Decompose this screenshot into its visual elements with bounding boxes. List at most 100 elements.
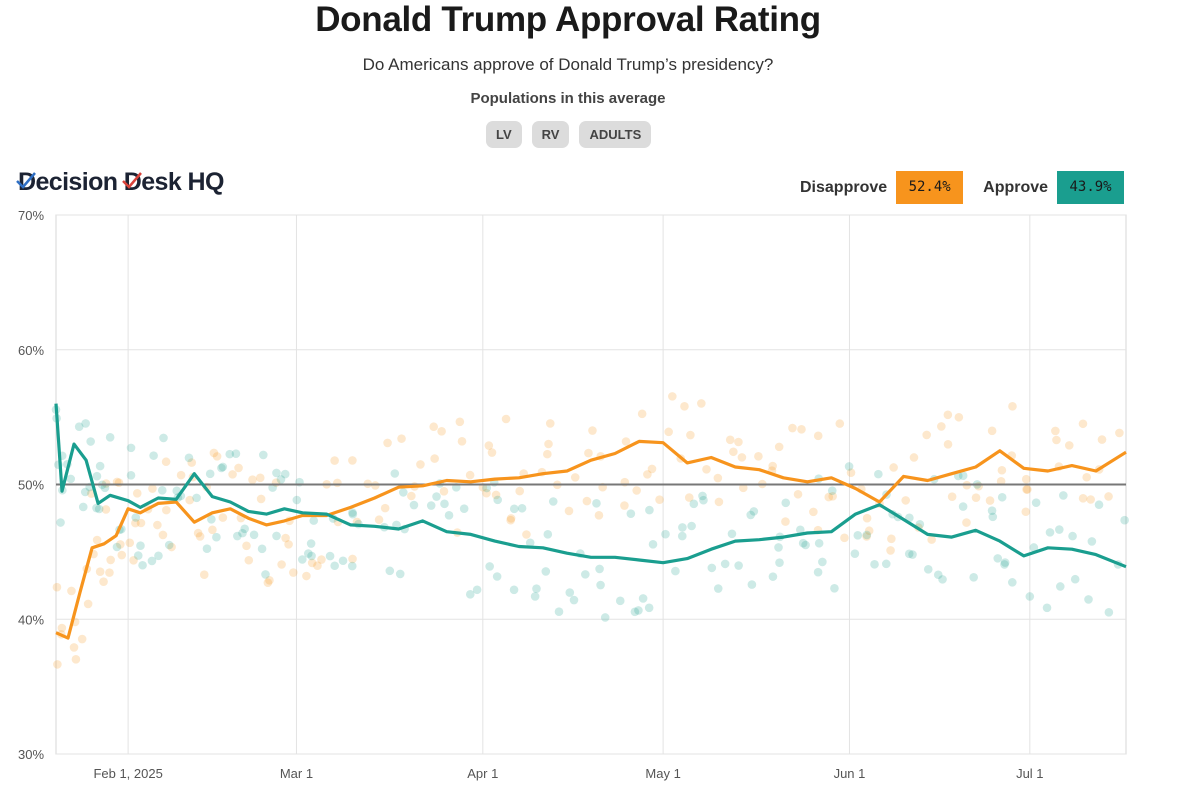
poll-dot bbox=[167, 542, 176, 552]
poll-dot bbox=[997, 492, 1007, 502]
poll-dot bbox=[126, 443, 136, 453]
poll-dot bbox=[522, 530, 531, 539]
poll-dot bbox=[74, 422, 84, 431]
poll-dot bbox=[432, 492, 441, 501]
poll-dot bbox=[67, 586, 76, 596]
poll-dot bbox=[77, 634, 87, 644]
poll-dot bbox=[218, 513, 228, 522]
poll-dot bbox=[1078, 419, 1088, 429]
poll-dot bbox=[734, 561, 743, 570]
poll-dot bbox=[276, 475, 286, 484]
poll-dot bbox=[818, 557, 827, 567]
poll-dot bbox=[1008, 578, 1017, 587]
poll-dot bbox=[482, 483, 492, 493]
poll-dot bbox=[689, 499, 699, 509]
poll-dot bbox=[517, 503, 527, 513]
poll-dot bbox=[317, 555, 326, 564]
poll-dot bbox=[157, 486, 167, 495]
poll-dot bbox=[94, 504, 104, 514]
poll-dot bbox=[217, 463, 226, 473]
logo-checkmark-d: D bbox=[16, 168, 36, 197]
poll-dot bbox=[564, 506, 574, 516]
poll-dot bbox=[1059, 491, 1068, 500]
poll-dot bbox=[105, 432, 115, 442]
poll-dot bbox=[801, 540, 810, 550]
poll-dot bbox=[634, 606, 643, 615]
poll-dot bbox=[620, 501, 629, 510]
poll-dot bbox=[923, 564, 933, 574]
poll-dot bbox=[1051, 426, 1060, 436]
poll-dot bbox=[638, 594, 648, 603]
checkmark-icon bbox=[121, 172, 142, 189]
poll-dot bbox=[647, 464, 657, 474]
poll-dot bbox=[661, 529, 670, 539]
poll-dot bbox=[969, 573, 978, 582]
poll-dot bbox=[184, 453, 194, 463]
poll-dot bbox=[399, 488, 408, 497]
poll-dot bbox=[53, 660, 62, 669]
poll-dot bbox=[199, 570, 209, 580]
population-pill-adults[interactable]: ADULTS bbox=[579, 121, 652, 148]
population-pill-lv[interactable]: LV bbox=[486, 121, 522, 148]
poll-dot bbox=[545, 419, 555, 428]
poll-dot bbox=[1021, 507, 1031, 517]
poll-dot bbox=[138, 560, 147, 570]
poll-dot bbox=[1042, 603, 1052, 613]
poll-dot bbox=[788, 423, 797, 433]
poll-dot bbox=[621, 437, 631, 446]
poll-dot bbox=[348, 554, 357, 564]
poll-dot bbox=[484, 441, 494, 450]
poll-dot bbox=[592, 499, 601, 508]
poll-dot bbox=[569, 595, 579, 605]
poll-dot bbox=[416, 460, 425, 469]
y-tick-label: 60% bbox=[18, 343, 44, 358]
population-filters: LV RV ADULTS bbox=[486, 121, 652, 148]
poll-dot bbox=[958, 471, 968, 481]
poll-dot bbox=[933, 570, 943, 580]
poll-dot bbox=[430, 454, 439, 463]
poll-dot bbox=[798, 538, 808, 548]
poll-dot bbox=[725, 435, 735, 445]
poll-dot bbox=[908, 550, 917, 559]
population-pill-rv[interactable]: RV bbox=[531, 121, 570, 148]
poll-dot bbox=[615, 596, 625, 606]
poll-dot bbox=[962, 518, 971, 527]
poll-dot bbox=[795, 525, 805, 535]
poll-dot bbox=[797, 425, 806, 434]
poll-dot bbox=[746, 510, 756, 520]
poll-dot bbox=[774, 543, 783, 552]
poll-dot bbox=[626, 509, 636, 518]
poll-dot bbox=[429, 422, 439, 432]
poll-dot bbox=[426, 501, 436, 510]
poll-dots bbox=[51, 392, 1129, 669]
checkmark-icon bbox=[16, 172, 36, 189]
poll-dot bbox=[630, 607, 640, 617]
poll-dot bbox=[548, 497, 558, 506]
poll-dot bbox=[754, 452, 763, 461]
poll-dot bbox=[671, 566, 680, 576]
poll-dot bbox=[249, 530, 259, 540]
poll-dot bbox=[159, 433, 168, 443]
poll-dot bbox=[71, 655, 81, 664]
poll-dot bbox=[231, 449, 241, 459]
poll-dot bbox=[881, 559, 891, 569]
poll-dot bbox=[493, 495, 502, 505]
poll-dot bbox=[307, 558, 317, 568]
poll-dot bbox=[645, 505, 654, 515]
poll-dot bbox=[116, 540, 125, 549]
poll-dot bbox=[1082, 472, 1091, 482]
poll-dot bbox=[132, 488, 142, 498]
poll-dot bbox=[78, 502, 88, 512]
poll-dot bbox=[686, 430, 695, 440]
poll-dot bbox=[153, 520, 162, 530]
poll-dot bbox=[212, 452, 222, 461]
poll-dot bbox=[131, 513, 141, 522]
page-title: Donald Trump Approval Rating bbox=[315, 0, 821, 39]
poll-dot bbox=[240, 524, 249, 534]
poll-dot bbox=[338, 556, 348, 566]
poll-dot bbox=[993, 554, 1003, 563]
x-tick-label: Apr 1 bbox=[467, 766, 498, 781]
poll-dot bbox=[1025, 592, 1035, 601]
poll-dot bbox=[131, 518, 140, 528]
poll-dot bbox=[1086, 495, 1095, 504]
